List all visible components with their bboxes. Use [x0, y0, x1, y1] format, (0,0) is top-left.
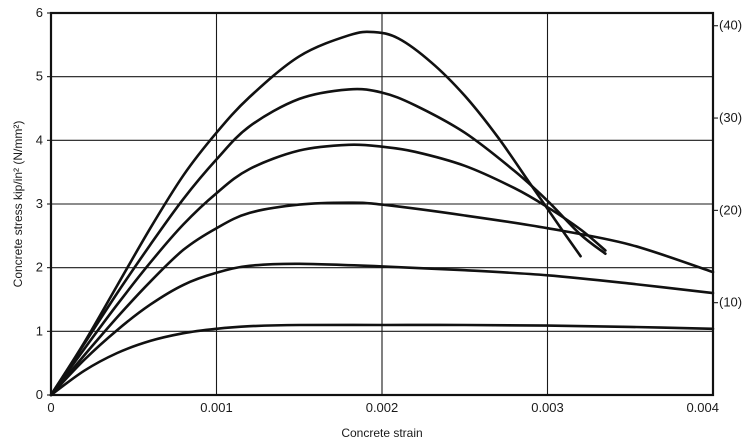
series-line-4: [49, 143, 607, 397]
y-tick-labels: 0 1 2 3 4 5 6: [36, 5, 51, 402]
y-tick-label: 0: [36, 387, 43, 402]
y-tick-label: 1: [36, 323, 43, 338]
x-axis-label: Concrete strain: [341, 426, 422, 440]
right-tick-label: (30): [719, 110, 742, 125]
x-tick-label: 0.001: [200, 400, 233, 415]
x-tick-label: 0.004: [686, 400, 719, 415]
series-line-1: [49, 323, 715, 397]
right-tick-labels: (10) (20) (30) (40): [713, 18, 742, 310]
series-line-2: [49, 262, 715, 397]
series-line-6: [49, 30, 582, 397]
curves: [49, 30, 715, 397]
x-tick-labels: 0 0.001 0.002 0.003 0.004: [47, 400, 719, 415]
right-tick-label: (10): [719, 295, 742, 310]
y-axis-label: Concrete stress kip/in² (N/mm²): [11, 121, 25, 288]
series-line-3: [49, 201, 715, 397]
right-tick-label: (20): [719, 202, 742, 217]
x-tick-label: 0.002: [366, 400, 399, 415]
y-tick-label: 5: [36, 69, 43, 84]
x-tick-label: 0: [47, 400, 54, 415]
y-tick-label: 3: [36, 196, 43, 211]
y-tick-label: 2: [36, 260, 43, 275]
series-line-5: [49, 87, 607, 397]
x-tick-label: 0.003: [531, 400, 564, 415]
y-tick-label: 6: [36, 5, 43, 20]
y-tick-label: 4: [36, 132, 43, 147]
right-tick-label: (40): [719, 18, 742, 33]
